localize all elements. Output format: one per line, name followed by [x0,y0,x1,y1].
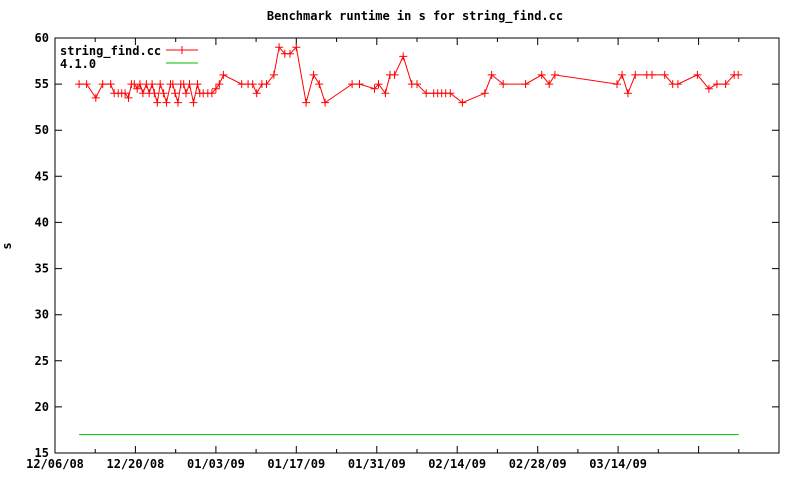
y-tick-label: 45 [35,169,49,183]
x-tick-label: 12/06/08 [26,457,84,471]
x-tick-label: 12/20/08 [107,457,165,471]
legend-label-baseline: 4.1.0 [60,57,96,71]
y-axis-label: s [0,242,14,249]
x-tick-label: 01/03/09 [187,457,245,471]
x-tick-label: 02/28/09 [509,457,567,471]
x-tick-label: 01/17/09 [267,457,325,471]
y-tick-label: 35 [35,262,49,276]
y-tick-label: 30 [35,308,49,322]
legend: string_find.cc 4.1.0 [60,44,198,71]
data-series [75,43,743,436]
x-tick-label: 03/14/09 [589,457,647,471]
legend-plus-marker-icon [178,46,186,54]
plot-border [54,37,780,454]
axis-tick-labels: 15 20 25 30 35 40 45 50 55 60 12/06/08 12/20/08 01/0… [26,31,647,471]
axis-ticks [54,37,779,454]
x-tick-label: 01/31/09 [348,457,406,471]
y-tick-label: 20 [35,400,49,414]
series-line-string-find-cc [79,46,739,105]
y-tick-label: 60 [35,31,49,45]
x-tick-label: 02/14/09 [428,457,486,471]
data-point-markers-string-find-cc [75,43,743,107]
y-tick-label: 55 [35,77,49,91]
chart-title: Benchmark runtime in s for string_find.c… [267,9,563,24]
y-tick-label: 50 [35,123,49,137]
legend-label-string-find: string_find.cc [60,44,161,59]
y-tick-label: 15 [35,446,49,460]
y-tick-label: 40 [35,215,49,229]
y-tick-label: 25 [35,354,49,368]
